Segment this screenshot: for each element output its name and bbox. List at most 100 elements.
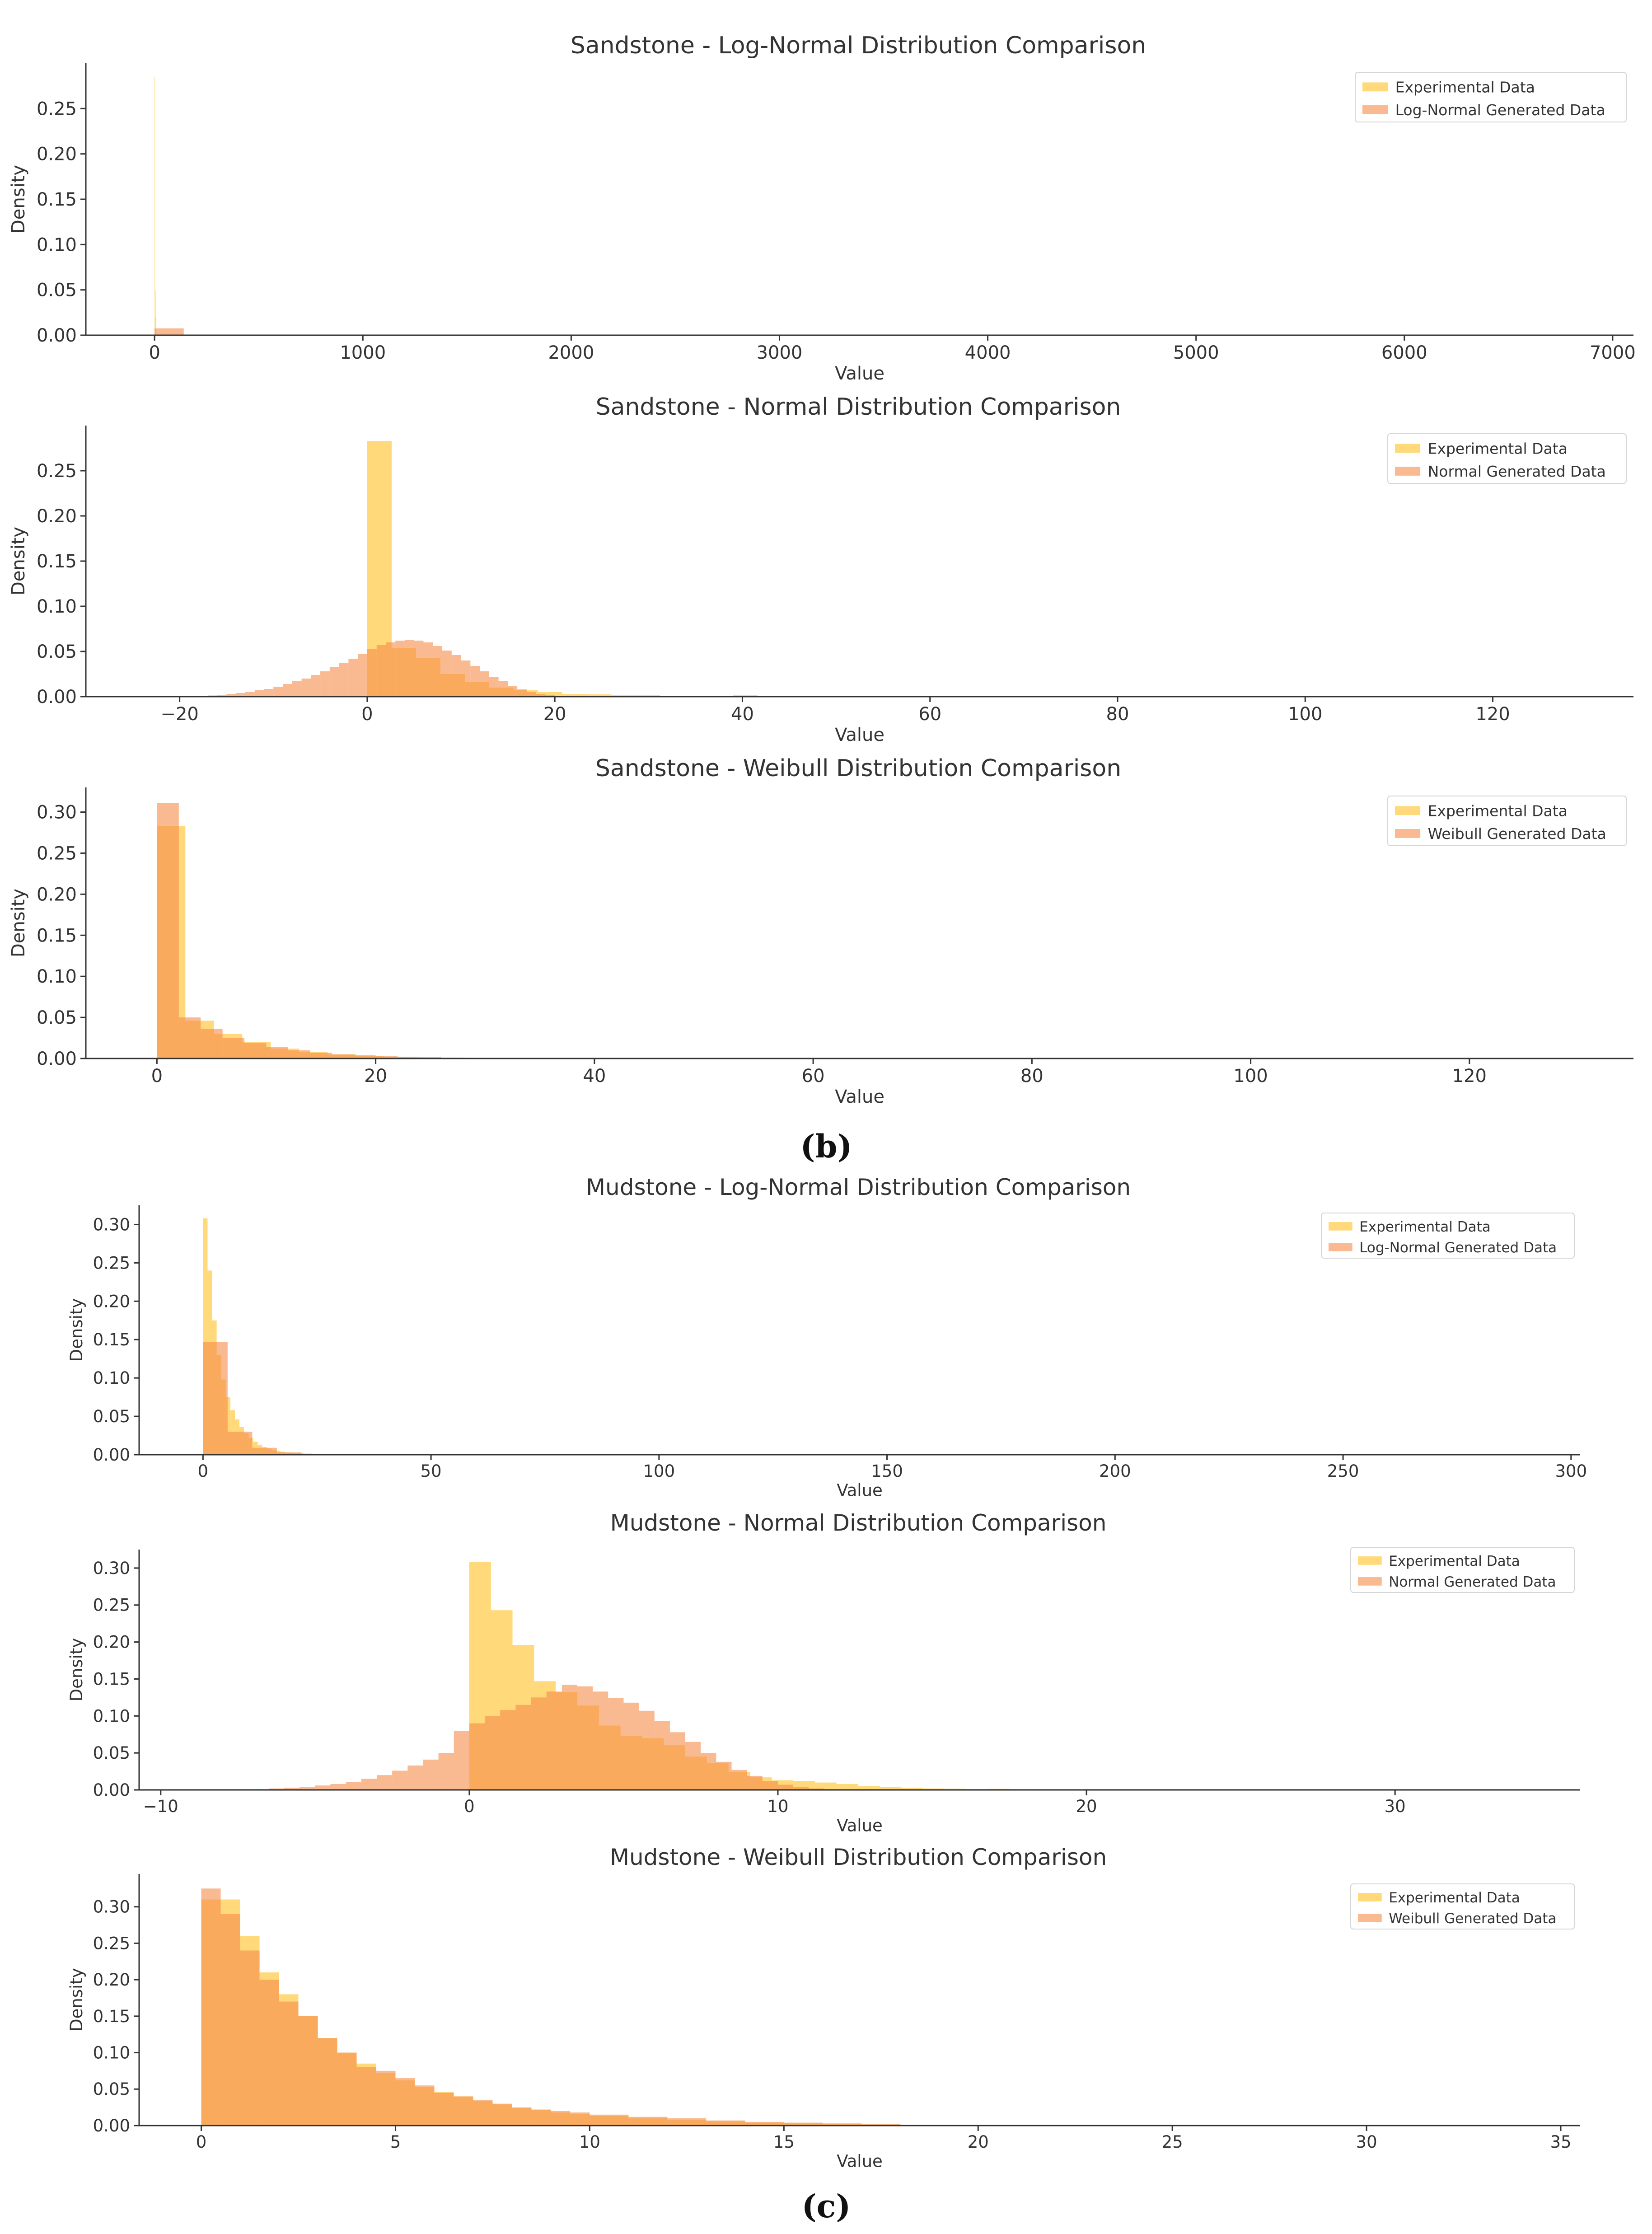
histogram-bar <box>531 1697 547 1790</box>
y-tick-label: 0.25 <box>37 98 77 119</box>
y-tick-label: 0.30 <box>93 1215 130 1234</box>
histogram-bar <box>415 2085 435 2126</box>
y-tick-label: 0.20 <box>37 506 77 527</box>
series-generated <box>203 1342 351 1455</box>
histogram-bar <box>517 689 527 697</box>
x-tick-label: 5000 <box>1173 342 1219 363</box>
histogram-bar <box>404 640 414 697</box>
y-tick-label: 0.20 <box>93 1633 130 1652</box>
x-tick-label: 0 <box>361 704 373 725</box>
y-tick-label: 0.25 <box>37 843 77 864</box>
y-tick-label: 0.00 <box>93 2116 130 2136</box>
chart-title: Mudstone - Normal Distribution Compariso… <box>610 1510 1107 1536</box>
y-tick-label: 0.20 <box>93 1292 130 1311</box>
histogram-bar <box>240 1950 260 2126</box>
histogram-bar <box>300 1787 315 1790</box>
histogram-bar <box>332 1054 354 1058</box>
histogram-bar <box>526 692 536 697</box>
panel-label-b: (b) <box>800 1128 852 1165</box>
histogram-bar <box>823 2123 862 2126</box>
histogram-bar <box>356 2067 376 2126</box>
histogram-bar <box>354 1055 376 1058</box>
histogram-bar <box>492 2103 512 2126</box>
legend-entry: Log-Normal Generated Data <box>1395 101 1605 119</box>
x-tick-label: 80 <box>1106 704 1129 725</box>
y-axis-label: Density <box>67 1638 86 1702</box>
chart-title: Mudstone - Log-Normal Distribution Compa… <box>586 1174 1131 1200</box>
legend-swatch <box>1395 806 1421 815</box>
x-tick-label: 30 <box>1356 2132 1377 2152</box>
legend: Experimental Data Normal Generated Data <box>1387 433 1627 484</box>
chart-4: Mudstone - Log-Normal Distribution Compa… <box>67 1174 1587 1500</box>
histogram-bar <box>348 659 358 697</box>
y-tick-label: 0.00 <box>37 687 77 707</box>
histogram-bar <box>395 641 405 697</box>
legend-swatch <box>1395 444 1421 453</box>
histogram-bar <box>392 1770 408 1790</box>
histogram-bar <box>339 663 349 697</box>
histogram-bar <box>279 2001 299 2126</box>
histogram-bar <box>861 2124 901 2126</box>
histogram-bar <box>745 2122 784 2126</box>
histogram-bar <box>685 1742 701 1790</box>
histogram-bar <box>701 1753 716 1790</box>
x-axis-label: Value <box>835 725 884 745</box>
histogram-bar <box>545 695 555 697</box>
series-generated <box>253 1685 840 1790</box>
x-tick-label: 100 <box>1288 704 1322 725</box>
x-tick-label: 20 <box>543 704 566 725</box>
legend-entry: Weibull Generated Data <box>1389 1911 1556 1927</box>
x-axis-label: Value <box>837 1816 883 1836</box>
histogram-bar <box>706 2120 745 2126</box>
chart-title: Sandstone - Normal Distribution Comparis… <box>596 393 1121 421</box>
histogram-bar <box>201 1888 221 2126</box>
y-tick-label: 0.25 <box>93 1596 130 1615</box>
legend-swatch <box>1329 1222 1352 1231</box>
legend-entry: Experimental Data <box>1395 79 1535 96</box>
series-experimental <box>154 77 156 336</box>
histogram-bar <box>777 1784 794 1790</box>
histogram-bar <box>608 1698 624 1790</box>
series-generated <box>179 640 574 697</box>
histogram-bar <box>276 1452 302 1455</box>
x-tick-label: 20 <box>1076 1797 1097 1816</box>
histogram-bar <box>762 1781 778 1790</box>
y-tick-label: 0.15 <box>93 1669 130 1689</box>
histogram-bar <box>288 1050 310 1058</box>
x-tick-label: 0 <box>151 1066 163 1087</box>
legend: Experimental Data Log-Normal Generated Da… <box>1355 72 1627 122</box>
histogram-bar <box>301 679 311 697</box>
histogram-bar <box>315 1785 331 1790</box>
y-tick-label: 0.25 <box>93 1934 130 1953</box>
histogram-bar <box>901 1788 923 1790</box>
x-tick-label: −20 <box>160 704 198 725</box>
y-tick-label: 0.00 <box>93 1445 130 1465</box>
legend-swatch <box>1362 105 1388 114</box>
x-tick-label: 20 <box>968 2132 989 2152</box>
histogram-bar <box>923 1788 945 1790</box>
histogram-bar <box>283 684 292 697</box>
y-tick-label: 0.05 <box>93 1407 130 1426</box>
histogram-bar <box>434 2093 454 2126</box>
x-axis-label: Value <box>835 1087 884 1107</box>
histogram-bar <box>562 1685 577 1790</box>
histogram-bar <box>320 671 330 697</box>
x-tick-label: 20 <box>364 1066 387 1087</box>
histogram-bar <box>669 1732 686 1790</box>
histogram-bar <box>259 1980 279 2126</box>
y-tick-label: 0.10 <box>37 596 77 617</box>
histogram-bar <box>793 1787 809 1790</box>
histogram-bar <box>593 1691 608 1790</box>
chart-6: Mudstone - Weibull Distribution Comparis… <box>67 1844 1580 2171</box>
histogram-bar <box>311 675 321 697</box>
legend-entry: Normal Generated Data <box>1428 463 1606 480</box>
legend-swatch <box>1329 1243 1352 1251</box>
y-tick-label: 0.25 <box>37 461 77 482</box>
x-tick-label: 60 <box>918 704 941 725</box>
legend: Experimental Data Weibull Generated Data <box>1387 796 1627 846</box>
histogram-bar <box>407 1765 423 1790</box>
histogram-bar <box>442 651 452 697</box>
histogram-bar <box>639 1710 655 1790</box>
y-tick-label: 0.10 <box>37 966 77 987</box>
legend-frame <box>1350 1883 1575 1930</box>
